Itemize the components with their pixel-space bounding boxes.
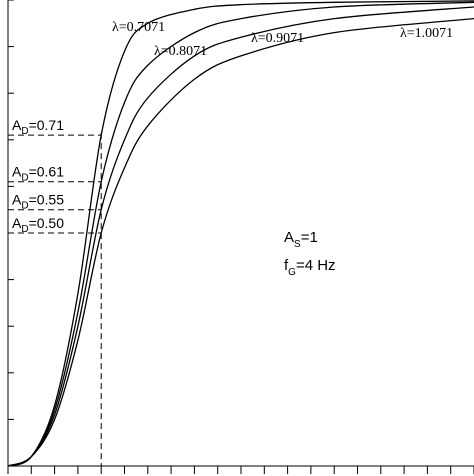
series-line-3 bbox=[7, 6, 474, 467]
level-label-2: AD=0.61 bbox=[12, 164, 64, 184]
series-line-2 bbox=[7, 1, 474, 467]
param-label-fg: fG=4 Hz bbox=[284, 257, 336, 278]
param-label-as: AS=1 bbox=[284, 229, 318, 250]
series-label-1: λ=0.7071 bbox=[112, 20, 165, 35]
level-label-1: AD=0.71 bbox=[12, 117, 64, 137]
series-label-4: λ=1.0071 bbox=[400, 26, 453, 41]
guide-lines bbox=[8, 133, 102, 466]
level-label-4: AD=0.50 bbox=[12, 215, 64, 235]
series-line-1 bbox=[7, 0, 474, 467]
axes bbox=[7, 0, 474, 474]
curves bbox=[7, 0, 474, 467]
labels: AD=0.71 AD=0.61 AD=0.55 AD=0.50 AS=1 fG=4 Hz λ… bbox=[12, 20, 453, 278]
series-label-3: λ=0.9071 bbox=[251, 31, 304, 46]
level-label-3: AD=0.55 bbox=[12, 192, 64, 212]
series-line-4 bbox=[7, 17, 474, 467]
series-label-2: λ=0.8071 bbox=[154, 44, 207, 59]
